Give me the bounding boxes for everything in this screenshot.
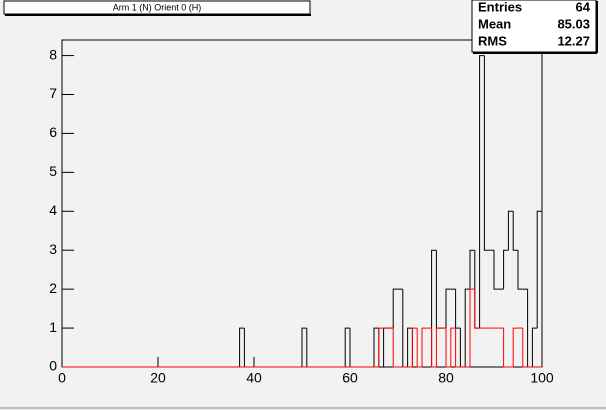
histogram-step (344, 327, 350, 367)
y-tick-label: 0 (49, 358, 57, 374)
histogram-step (445, 328, 451, 368)
stats-box (471, 0, 597, 53)
stat-label: Entries (478, 0, 522, 14)
stat-value: 64 (576, 0, 591, 14)
x-tick-label: 20 (150, 370, 166, 386)
x-tick-label: 100 (530, 370, 554, 386)
y-tick-label: 8 (49, 46, 57, 62)
histogram-step (421, 327, 427, 367)
y-tick-label: 3 (49, 241, 57, 257)
histogram-step (536, 210, 543, 367)
histogram-step (517, 250, 523, 290)
histogram-step (407, 327, 413, 367)
histogram-step (483, 55, 490, 251)
histogram-step (493, 250, 499, 290)
histogram-step (301, 327, 307, 367)
stat-label: Mean (478, 16, 511, 31)
y-tick-label: 6 (49, 124, 57, 140)
histogram-step (512, 211, 518, 251)
histogram-step (464, 288, 470, 367)
x-tick-label: 80 (438, 370, 454, 386)
histogram-step (474, 289, 480, 329)
histogram-step (479, 55, 485, 329)
x-tick-label: 0 (58, 370, 66, 386)
stat-value: 85.03 (557, 16, 590, 31)
x-tick-label: 60 (342, 370, 358, 386)
histogram-step (507, 210, 514, 251)
stat-value: 12.27 (557, 33, 590, 48)
y-tick-label: 4 (49, 202, 57, 218)
x-tick-label: 40 (246, 370, 262, 386)
y-tick-label: 7 (49, 85, 57, 101)
histogram-step (512, 327, 518, 367)
histogram-step (392, 288, 398, 329)
histogram-step (455, 328, 461, 368)
chart-title: Arm 1 (N) Orient 0 (H) (113, 2, 202, 12)
histogram-step (503, 249, 509, 290)
y-tick-label: 1 (49, 319, 57, 335)
histogram-step (378, 327, 384, 367)
histogram-step (416, 328, 422, 368)
histogram-step (503, 328, 509, 368)
histogram-step (431, 328, 437, 368)
histogram-step (522, 328, 528, 368)
histogram-step (445, 288, 451, 329)
histogram-step (531, 327, 538, 367)
histogram-step (411, 327, 418, 367)
y-tick-label: 5 (49, 163, 57, 179)
plot-frame (61, 39, 543, 368)
histogram-step (450, 327, 456, 367)
histogram-step (469, 249, 475, 290)
histogram-step (239, 327, 245, 367)
histogram-step (373, 327, 379, 367)
histogram-step (392, 328, 398, 368)
y-tick-label: 2 (49, 280, 57, 296)
histogram-step (435, 327, 442, 367)
stat-label: RMS (478, 33, 507, 48)
histogram-step (469, 288, 475, 367)
